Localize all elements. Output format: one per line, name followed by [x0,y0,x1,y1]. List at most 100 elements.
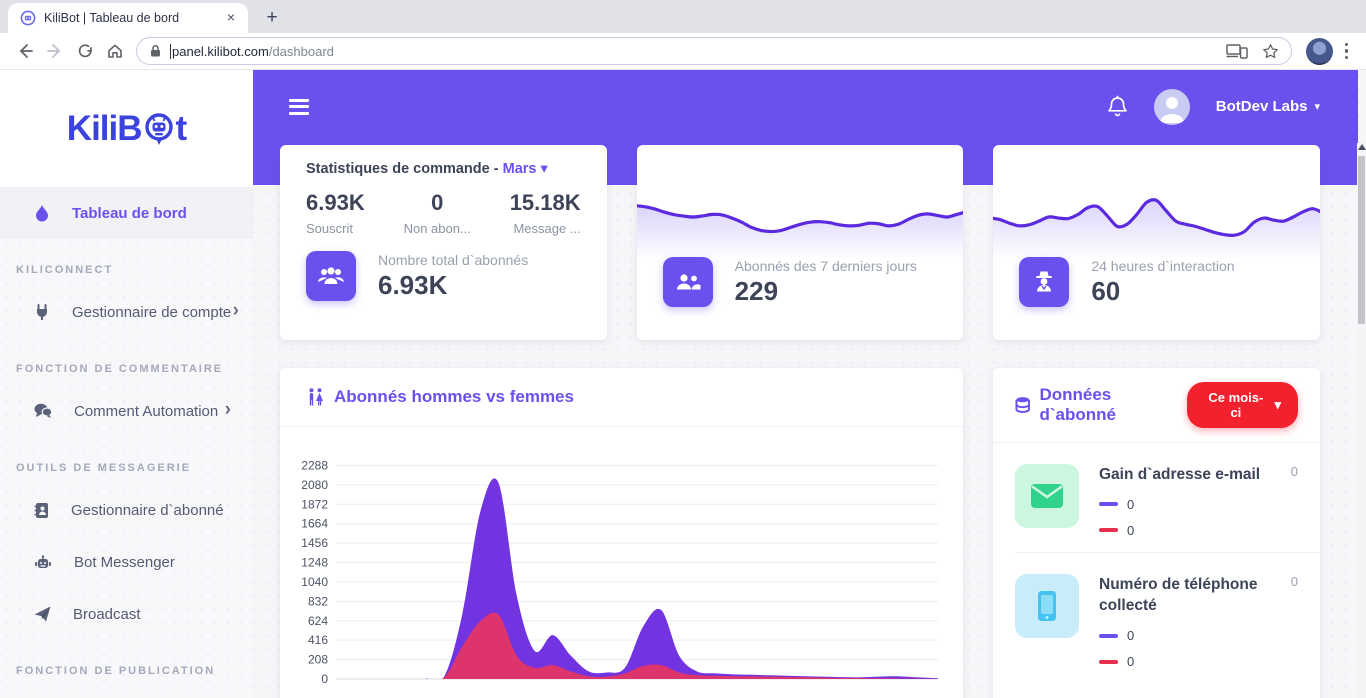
sidebar-section-kiliconnect: KILICONNECT [16,264,114,276]
send-to-devices-icon[interactable] [1225,43,1248,59]
stat-souscrit: 6.93K Souscrit [306,190,365,236]
dashboard-page: KiliB t Tableau [0,70,1366,698]
kpi-7-days-value: 229 [734,275,779,306]
chevron-down-icon: ▾ [1274,397,1281,412]
purple-dash-icon [1099,502,1118,507]
account-menu[interactable]: BotDev Labs ▾ [1216,98,1320,115]
back-button[interactable] [10,36,40,66]
mobile-phone-icon [1015,573,1079,638]
card-statistiques-commande: Statistiques de commande - Mars ▾ 6.93K … [280,145,607,340]
browser-profile-avatar[interactable] [1305,37,1333,65]
stat-messages: 15.18K Message ... [509,190,581,236]
browser-tab[interactable]: KiliBot | Tableau de bord × [8,3,248,33]
divider [1015,551,1320,553]
restroom-icon [309,388,323,406]
sidebar-item-gestionnaire-abonne[interactable]: Gestionnaire d`abonné [0,484,253,536]
panel-hommes-vs-femmes: Abonnés hommes vs femmes 2288 2080 1872 166… [280,368,963,698]
scroll-up-arrow-icon[interactable] [1358,144,1366,150]
kpi-24h-label: 24 heures d`interaction [1091,257,1235,274]
sidebar-item-label: Tableau de bord [72,204,187,222]
panel-donnees-abonne: Données d`abonné Ce mois-ci ▾ [993,368,1320,698]
svg-text:0: 0 [321,672,328,686]
period-dropdown[interactable]: Mars ▾ [502,161,548,177]
purple-dash-icon [1099,633,1118,638]
kpi-7-days-label: Abonnés des 7 derniers jours [734,257,917,274]
item-total: 0 [1290,573,1298,589]
red-dash-icon [1099,659,1118,664]
forward-button[interactable] [40,36,70,66]
item-title: Numéro de téléphone collecté [1099,575,1258,615]
browser-menu-icon[interactable] [1337,42,1357,60]
sidebar-item-gestionnaire-de-compte[interactable]: Gestionnaire de compte › [0,286,253,338]
stats-title-text: Statistiques de commande - [306,161,499,177]
sparkline-24h [993,145,1320,257]
total-subscribers-label: Nombre total d`abonnés [378,251,529,268]
address-book-icon [34,502,48,518]
main-content: BotDev Labs ▾ Statistiques de commande -… [253,70,1358,698]
tab-title: KiliBot | Tableau de bord [44,11,180,25]
svg-text:1248: 1248 [301,556,328,570]
robot-icon [35,554,51,568]
total-subscribers-value: 6.93K [378,269,448,300]
plug-icon [37,303,47,320]
kilibot-logo[interactable]: KiliB t [66,108,188,149]
notifications-bell-icon[interactable] [1107,95,1128,118]
new-tab-button[interactable]: + [266,7,278,28]
url-host: panel.kilibot.com [172,43,269,59]
two-users-icon [662,257,713,307]
sidebar-item-tableau-de-bord[interactable]: Tableau de bord [0,187,253,239]
url-path: /dashboard [268,43,334,59]
sparkline-7-days [636,145,964,257]
svg-text:832: 832 [308,594,328,608]
vertical-scrollbar[interactable] [1357,140,1366,698]
period-filter-button[interactable]: Ce mois-ci ▾ [1187,382,1298,428]
gender-area-chart: 2288 2080 1872 1664 1456 1248 1040 832 624 416 208… [280,427,963,698]
kpi-24h-value: 60 [1091,275,1121,306]
logo-text-left: KiliB [66,108,143,148]
svg-text:1456: 1456 [301,536,328,550]
svg-text:624: 624 [308,614,328,628]
item-title: Gain d`adresse e-mail [1099,466,1261,483]
logo-text-right: t [175,108,188,148]
legend-line-red: 0 [1099,654,1298,669]
sidebar-item-comment-automation[interactable]: Comment Automation › [0,385,253,437]
sidebar-item-label: Gestionnaire d`abonné [71,501,224,519]
svg-text:1040: 1040 [301,575,328,589]
red-dash-icon [1099,528,1118,533]
vertical-scroll-thumb[interactable] [1358,156,1365,324]
list-item-phone-collected: Numéro de téléphone collecté 0 0 0 [993,553,1320,683]
stat-non-abonne: 0 Non abon... [403,190,471,236]
sidebar-item-broadcast[interactable]: Broadcast [0,588,253,640]
users-group-icon [306,251,356,301]
sidebar: KiliB t Tableau [0,70,253,698]
logo-robot-icon [144,112,173,145]
svg-text:2080: 2080 [301,478,328,492]
lock-icon [151,44,160,57]
subscriber-data-title: Données d`abonné [1039,385,1116,424]
user-secret-icon [1019,257,1070,307]
chevron-right-icon: › [232,300,239,322]
sidebar-item-bot-messenger[interactable]: Bot Messenger [0,536,253,588]
stats-card-title: Statistiques de commande - Mars ▾ [280,145,607,177]
sidebar-item-label: Comment Automation [74,402,219,420]
tab-close-icon[interactable]: × [226,9,236,25]
chevron-right-icon: › [224,399,231,421]
item-total: 0 [1290,464,1298,479]
sidebar-item-label: Broadcast [73,605,141,623]
browser-toolbar: panel.kilibot.com /dashboard [0,33,1366,70]
legend-line-purple: 0 [1099,628,1298,643]
legend-line-red: 0 [1099,523,1298,538]
flame-icon [36,204,48,222]
gender-chart-title: Abonnés hommes vs femmes [334,387,574,406]
sidebar-item-label: Bot Messenger [74,553,175,571]
url-bar[interactable]: panel.kilibot.com /dashboard [136,37,1292,65]
bookmark-star-icon[interactable] [1262,43,1279,60]
hamburger-menu-icon[interactable] [289,95,309,118]
account-avatar[interactable] [1153,88,1190,125]
svg-text:416: 416 [308,633,328,647]
topbar: BotDev Labs ▾ [253,70,1358,143]
sidebar-item-label: Gestionnaire de compte [72,303,232,321]
reload-button[interactable] [70,36,100,66]
home-button[interactable] [100,36,130,66]
